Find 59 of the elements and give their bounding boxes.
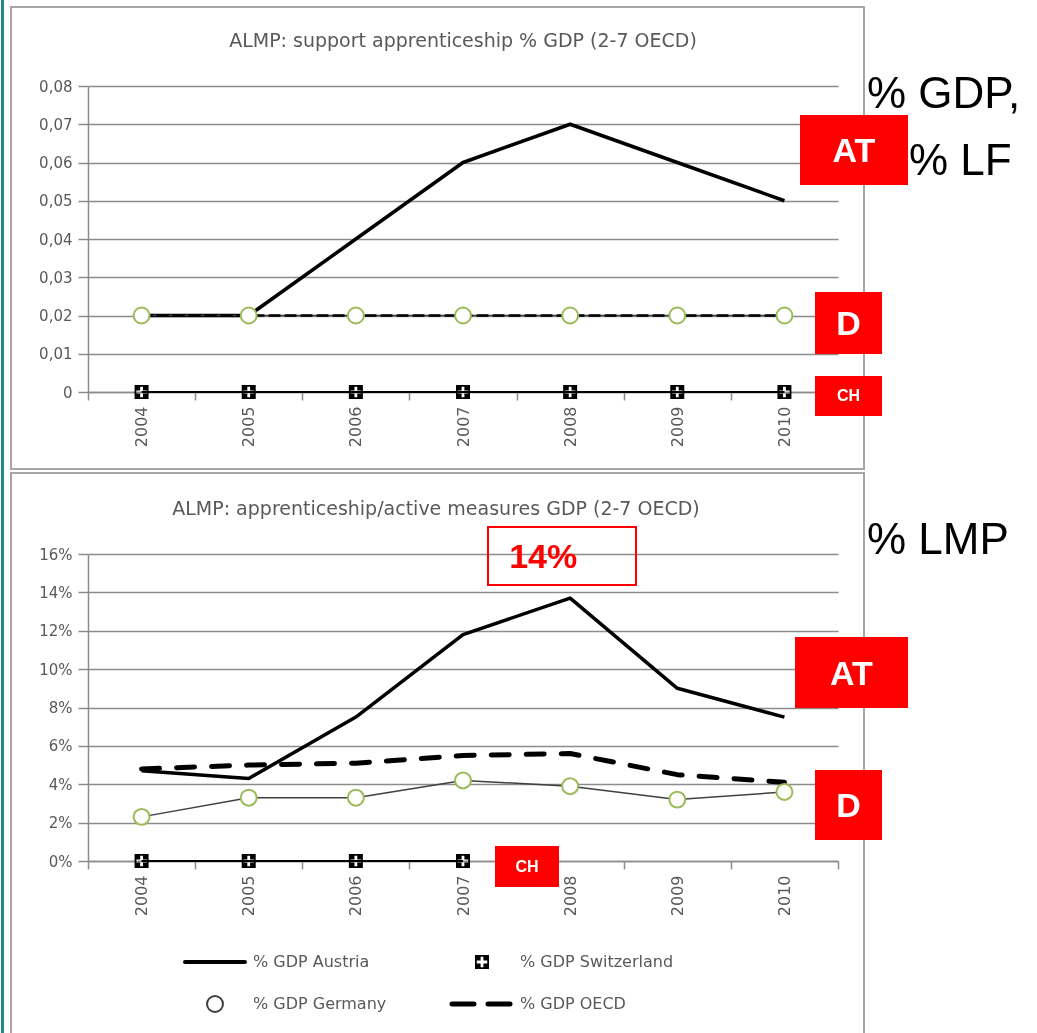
text: % LF <box>909 135 1012 184</box>
annotation: CH <box>815 376 882 416</box>
y-tick-label: 0,06 <box>39 154 73 172</box>
y-tick-label: 6% <box>48 737 73 756</box>
point <box>775 782 794 801</box>
y-tick-label: 0,03 <box>39 268 73 287</box>
annotation: D <box>815 292 882 354</box>
point <box>132 807 151 826</box>
y-tick-label: 0,04 <box>39 230 73 249</box>
y-tick-label: 10% <box>39 660 73 679</box>
legend-label: % GDP OECD <box>520 994 626 1013</box>
x-tick-label: 2008 <box>560 406 580 448</box>
text: % GDP, <box>867 68 1021 117</box>
x-tick-label: 2010 <box>774 875 794 917</box>
y-tick-label: 0,02 <box>39 307 73 325</box>
x-tick-label: 2009 <box>667 406 687 448</box>
legend-label: % GDP Austria <box>253 952 370 971</box>
annotation: CH <box>495 846 559 887</box>
x-tick-label: 2009 <box>667 875 687 917</box>
legend-label: % GDP Germany <box>253 994 387 1013</box>
text: % LMP <box>867 514 1009 563</box>
point <box>454 771 472 790</box>
point <box>134 854 149 868</box>
y-tick-label: 2% <box>48 814 73 833</box>
x-tick-label: 2005 <box>239 875 259 917</box>
annotation: D <box>815 770 882 840</box>
x-tick-label: 2007 <box>453 406 473 448</box>
y-tick-label: 16% <box>39 545 73 564</box>
point <box>346 788 365 807</box>
annotation: AT <box>832 131 876 169</box>
y-tick-label: 8% <box>48 699 73 717</box>
x-tick-label: 2006 <box>346 875 366 917</box>
point <box>668 790 687 809</box>
annotation: AT <box>795 637 908 708</box>
y-tick-label: 0 <box>62 383 73 402</box>
x-tick-label: 2007 <box>453 875 473 917</box>
y-tick-label: 0% <box>48 852 73 871</box>
point <box>348 854 363 868</box>
point <box>241 854 256 868</box>
y-tick-label: 0,01 <box>39 345 73 364</box>
y-tick-label: 0,08 <box>39 77 73 96</box>
annotation: 14% <box>487 526 638 587</box>
y-tick-label: 0,05 <box>39 192 73 211</box>
x-tick-label: 2006 <box>346 406 366 448</box>
x-tick-label: 2004 <box>132 875 152 917</box>
chart-title: ALMP: apprenticeship/active measures GDP (2-7 OECD) <box>172 497 700 519</box>
y-tick-label: 4% <box>48 775 73 794</box>
x-tick-label: 2004 <box>132 406 152 448</box>
point <box>239 788 258 807</box>
y-tick-label: 14% <box>39 583 73 602</box>
point <box>561 777 580 796</box>
point <box>456 854 470 868</box>
legend-label: % GDP Switzerland <box>520 952 674 971</box>
y-tick-label: 12% <box>39 622 73 641</box>
x-tick-label: 2010 <box>774 406 794 448</box>
x-tick-label: 2008 <box>560 875 580 917</box>
y-tick-label: 0,07 <box>39 115 73 134</box>
x-tick-label: 2005 <box>239 406 259 448</box>
chart-title: ALMP: support apprenticeship % GDP (2-7 OECD) <box>229 29 697 51</box>
